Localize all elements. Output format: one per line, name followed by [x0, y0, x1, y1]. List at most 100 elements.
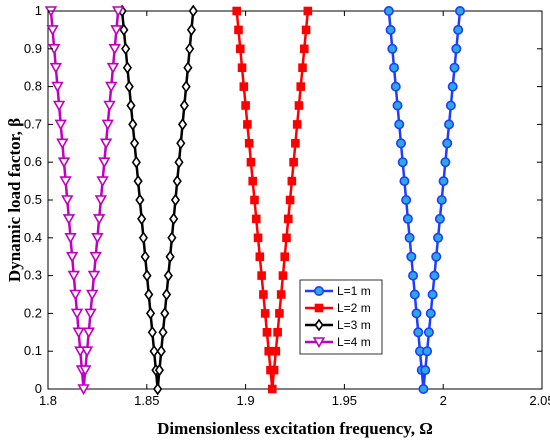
series-marker: [447, 81, 458, 92]
series-marker: [129, 136, 140, 150]
series-marker: [237, 63, 247, 72]
legend-label: L=4 m: [337, 335, 371, 349]
series-marker: [99, 138, 113, 150]
series-marker: [260, 309, 270, 318]
series-marker: [69, 289, 82, 301]
series-marker: [392, 100, 403, 111]
series-marker: [262, 328, 272, 337]
series-marker: [390, 81, 401, 92]
series-marker: [80, 346, 94, 358]
series-marker: [169, 212, 179, 226]
series-marker: [314, 318, 324, 332]
series-marker: [167, 231, 177, 245]
series-marker: [413, 327, 424, 338]
series-marker: [402, 213, 413, 224]
series-marker: [98, 157, 111, 169]
y-tick-label: 0.8: [24, 79, 42, 94]
series-marker: [188, 4, 198, 18]
series-marker: [431, 251, 442, 262]
series-marker: [296, 82, 306, 91]
series-marker: [303, 6, 313, 16]
legend-entry: L=4 m: [305, 335, 371, 349]
series-marker: [429, 270, 440, 281]
series-marker: [131, 155, 141, 169]
series-marker: [273, 328, 282, 337]
y-tick-label: 0.9: [24, 41, 42, 56]
series-marker: [312, 337, 326, 349]
series-marker: [298, 63, 307, 72]
series-marker: [440, 157, 451, 168]
series-marker: [444, 119, 455, 130]
series-marker: [292, 120, 302, 129]
y-tick-label: 0.2: [24, 305, 42, 320]
series-marker: [49, 62, 63, 74]
series-marker: [264, 346, 274, 356]
series-marker: [232, 6, 242, 16]
series-marker: [239, 82, 249, 91]
series-marker: [280, 252, 290, 262]
series-marker: [165, 250, 175, 264]
series-marker: [406, 251, 417, 262]
series-marker: [291, 138, 300, 148]
series-marker: [250, 195, 259, 205]
x-tick-label: 1.95: [332, 393, 357, 408]
series-marker: [445, 100, 456, 111]
series-3: [117, 4, 198, 396]
series-marker: [301, 25, 311, 35]
series-marker: [259, 290, 268, 299]
x-tick-label: 2: [440, 393, 447, 408]
series-marker: [108, 43, 121, 55]
series-marker: [394, 119, 405, 130]
x-axis-title: Dimensionless excitation frequency, Ω: [157, 419, 433, 438]
series-marker: [106, 62, 120, 74]
series-marker: [176, 136, 186, 150]
series-marker: [436, 195, 447, 206]
series-marker: [282, 233, 291, 243]
series-marker: [133, 174, 143, 188]
series-marker: [158, 325, 168, 339]
series-marker: [255, 252, 265, 262]
series-marker: [161, 288, 172, 301]
series-marker: [395, 138, 406, 149]
series-marker: [142, 269, 152, 282]
series-marker: [235, 44, 245, 54]
y-tick-label: 0.4: [24, 230, 42, 245]
series-marker: [234, 25, 243, 35]
series-marker: [418, 383, 429, 394]
series-marker: [96, 176, 109, 188]
legend: L=1 m L=2 m L=3 m L=4 m: [299, 279, 383, 355]
series-marker: [174, 155, 184, 169]
series-marker: [276, 290, 286, 299]
series-marker: [144, 288, 154, 301]
legend-label: L=2 m: [337, 301, 371, 315]
series-marker: [70, 308, 84, 320]
plot-area: [47, 10, 543, 390]
series-marker: [278, 271, 288, 280]
series-layer: [44, 4, 465, 396]
series-marker: [385, 24, 396, 35]
series-marker: [128, 118, 138, 131]
series-marker: [243, 120, 252, 129]
series-marker: [453, 24, 464, 35]
series-marker: [170, 193, 181, 207]
series-marker: [399, 176, 410, 187]
series-marker: [138, 231, 149, 245]
series-2: [232, 6, 313, 394]
y-tick-label: 1: [35, 3, 42, 18]
plot-frame: [47, 10, 543, 390]
legend-label: L=1 m: [337, 284, 371, 298]
series-marker: [411, 308, 422, 319]
series-1: [383, 6, 465, 394]
series-marker: [79, 365, 92, 377]
series-marker: [147, 325, 157, 339]
series-marker: [314, 303, 324, 313]
series-marker: [313, 285, 324, 296]
series-marker: [422, 346, 433, 357]
series-marker: [179, 99, 189, 112]
x-tick-label: 2.05: [529, 393, 550, 408]
y-axis-title: Dynamic load factor, β: [5, 118, 24, 282]
ticks-layer: 1.8 1.85 1.9 1.95 2 2.05 0 0.1 0.2 0.3 0.4 0.5 0.6 0.…: [24, 3, 550, 408]
series-marker: [267, 384, 277, 394]
legend-entry: L=3 m: [305, 318, 371, 332]
series-marker: [248, 176, 258, 186]
